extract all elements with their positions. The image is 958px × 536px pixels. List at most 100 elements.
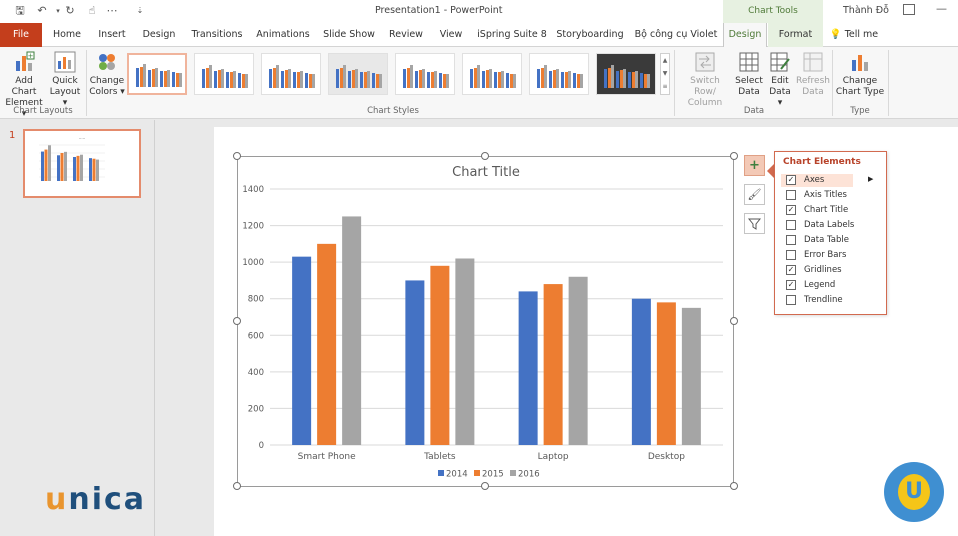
chart-style-6[interactable] — [462, 53, 522, 95]
change-colors-button[interactable]: Change Colors ▾ — [89, 51, 125, 98]
chart-style-5[interactable] — [395, 53, 455, 95]
checkbox-data-labels[interactable] — [786, 220, 796, 230]
tab-ispring[interactable]: iSpring Suite 8 — [477, 29, 547, 40]
chart-title[interactable]: Chart Title — [452, 165, 520, 180]
tab-animations[interactable]: Animations — [256, 29, 310, 40]
checkbox-axes[interactable]: ✓ — [786, 175, 796, 185]
checkbox-legend[interactable]: ✓ — [786, 280, 796, 290]
tab-chart-format[interactable]: Format — [768, 23, 823, 47]
tab-insert[interactable]: Insert — [98, 29, 126, 40]
bar-2016-desktop[interactable] — [681, 307, 701, 445]
chart-element-trendline[interactable]: Trendline — [781, 294, 853, 307]
tab-slide-show[interactable]: Slide Show — [323, 29, 375, 40]
touch-mode-icon[interactable]: ☝ — [88, 4, 96, 17]
chart-style-8[interactable] — [596, 53, 656, 95]
tab-chart-design[interactable]: Design — [723, 23, 767, 47]
style-thumb-bar — [477, 64, 480, 88]
legend-entry[interactable]: 2016 — [518, 470, 540, 480]
change-chart-type-button[interactable]: Change Chart Type — [835, 51, 885, 98]
resize-handle-right[interactable] — [730, 317, 738, 325]
quick-layout-button[interactable]: Quick Layout ▾ — [47, 51, 83, 109]
bar-2016-laptop[interactable] — [568, 276, 588, 445]
bar-2016-tablets[interactable] — [455, 258, 475, 445]
chart-element-chart-title[interactable]: ✓ Chart Title — [781, 204, 853, 217]
style-thumb-bar — [506, 73, 509, 88]
style-thumb-bar — [214, 71, 217, 88]
resize-handle-left[interactable] — [233, 317, 241, 325]
tab-home[interactable]: Home — [52, 29, 82, 40]
chart-style-4[interactable] — [328, 53, 388, 95]
tab-transitions[interactable]: Transitions — [191, 29, 243, 40]
tell-me-box[interactable]: 💡 Tell me — [828, 23, 880, 47]
chart-element-axes[interactable]: ✓ Axes — [781, 174, 853, 187]
redo-icon[interactable]: ↻ — [65, 4, 75, 17]
chart-object[interactable]: Chart Title 0 200 400 600 800 1000 1200 1400 Sm… — [237, 156, 734, 487]
tab-file[interactable]: File — [0, 23, 42, 47]
select-data-button[interactable]: Select Data — [734, 51, 764, 98]
style-thumb-bar — [544, 64, 547, 88]
legend-entry[interactable]: 2015 — [482, 470, 504, 480]
bar-2014-desktop[interactable] — [631, 298, 651, 445]
bar-2015-smart-phone[interactable] — [317, 243, 337, 445]
tab-violet[interactable]: Bộ công cụ Violet — [634, 29, 718, 40]
chart-element-error-bars[interactable]: Error Bars — [781, 249, 853, 262]
switch-row-column-button[interactable]: Switch Row/ Column — [678, 51, 732, 109]
checkbox-chart-title[interactable]: ✓ — [786, 205, 796, 215]
chart-element-gridlines[interactable]: ✓ Gridlines — [781, 264, 853, 277]
chart-elements-flyout: Chart Elements ✓ Axes Axis Titles ✓ Chart Ti… — [774, 151, 887, 315]
bar-2015-tablets[interactable] — [430, 265, 450, 445]
chart-style-1[interactable] — [127, 53, 187, 95]
user-name[interactable]: Thành Đỗ — [843, 5, 889, 16]
checkbox-axis-titles[interactable] — [786, 190, 796, 200]
minimize-icon[interactable]: — — [936, 2, 947, 15]
tab-view[interactable]: View — [439, 29, 463, 40]
style-thumb-bar — [233, 70, 236, 88]
chart-element-data-table[interactable]: Data Table — [781, 234, 853, 247]
chart-elements-button[interactable]: + — [744, 155, 765, 176]
style-thumb-bar — [296, 71, 300, 88]
bar-2015-laptop[interactable] — [543, 284, 563, 445]
chart-element-data-labels[interactable]: Data Labels — [781, 219, 854, 232]
customize-qat-icon[interactable]: ⋯ — [106, 4, 118, 17]
undo-dropdown-icon[interactable]: ▾ — [56, 7, 60, 15]
resize-handle-top[interactable] — [481, 152, 489, 160]
resize-handle-bottom-right[interactable] — [730, 482, 738, 490]
undo-icon[interactable]: ↶ — [37, 4, 47, 17]
axes-submenu-arrow-icon[interactable]: ▶ — [868, 175, 874, 183]
checkbox-trendline[interactable] — [786, 295, 796, 305]
tab-review[interactable]: Review — [389, 29, 423, 40]
chart-element-axis-titles[interactable]: Axis Titles — [781, 189, 853, 202]
bar-2014-smart-phone[interactable] — [292, 256, 312, 445]
bar-2014-laptop[interactable] — [518, 291, 538, 445]
style-thumb-bar — [339, 67, 343, 88]
bar-2015-desktop[interactable] — [656, 302, 676, 445]
add-chart-element-button[interactable]: + Add Chart Element ▾ — [2, 51, 46, 120]
refresh-data-icon — [803, 52, 823, 72]
tab-storyboarding[interactable]: Storyboarding — [556, 29, 624, 40]
bar-2016-smart-phone[interactable] — [342, 216, 362, 445]
resize-handle-top-left[interactable] — [233, 152, 241, 160]
ribbon-display-options-icon[interactable] — [903, 4, 915, 15]
bar-2014-tablets[interactable] — [405, 280, 425, 445]
tab-design[interactable]: Design — [142, 29, 176, 40]
chart-style-7[interactable] — [529, 53, 589, 95]
chart-style-2[interactable] — [194, 53, 254, 95]
checkbox-data-table[interactable] — [786, 235, 796, 245]
legend-entry[interactable]: 2014 — [446, 470, 468, 480]
chart-style-3[interactable] — [261, 53, 321, 95]
slide-thumbnail[interactable]: ····· — [23, 129, 141, 198]
refresh-data-button[interactable]: Refresh Data — [796, 51, 830, 98]
checkbox-error-bars[interactable] — [786, 250, 796, 260]
resize-handle-bottom-left[interactable] — [233, 482, 241, 490]
edit-data-button[interactable]: Edit Data ▾ — [766, 51, 794, 109]
resize-handle-top-right[interactable] — [730, 152, 738, 160]
chart-element-label: Axis Titles — [804, 190, 847, 200]
gallery-scrollbar[interactable]: ▲ ▼ ≡ — [660, 53, 670, 95]
resize-handle-bottom[interactable] — [481, 482, 489, 490]
qat-more-icon[interactable]: ⇣ — [136, 6, 144, 15]
chart-styles-button[interactable]: 🖌 — [744, 184, 765, 205]
save-icon[interactable]: 🖫 — [15, 4, 25, 17]
chart-element-legend[interactable]: ✓ Legend — [781, 279, 853, 292]
checkbox-gridlines[interactable]: ✓ — [786, 265, 796, 275]
chart-filters-button[interactable] — [744, 213, 765, 234]
